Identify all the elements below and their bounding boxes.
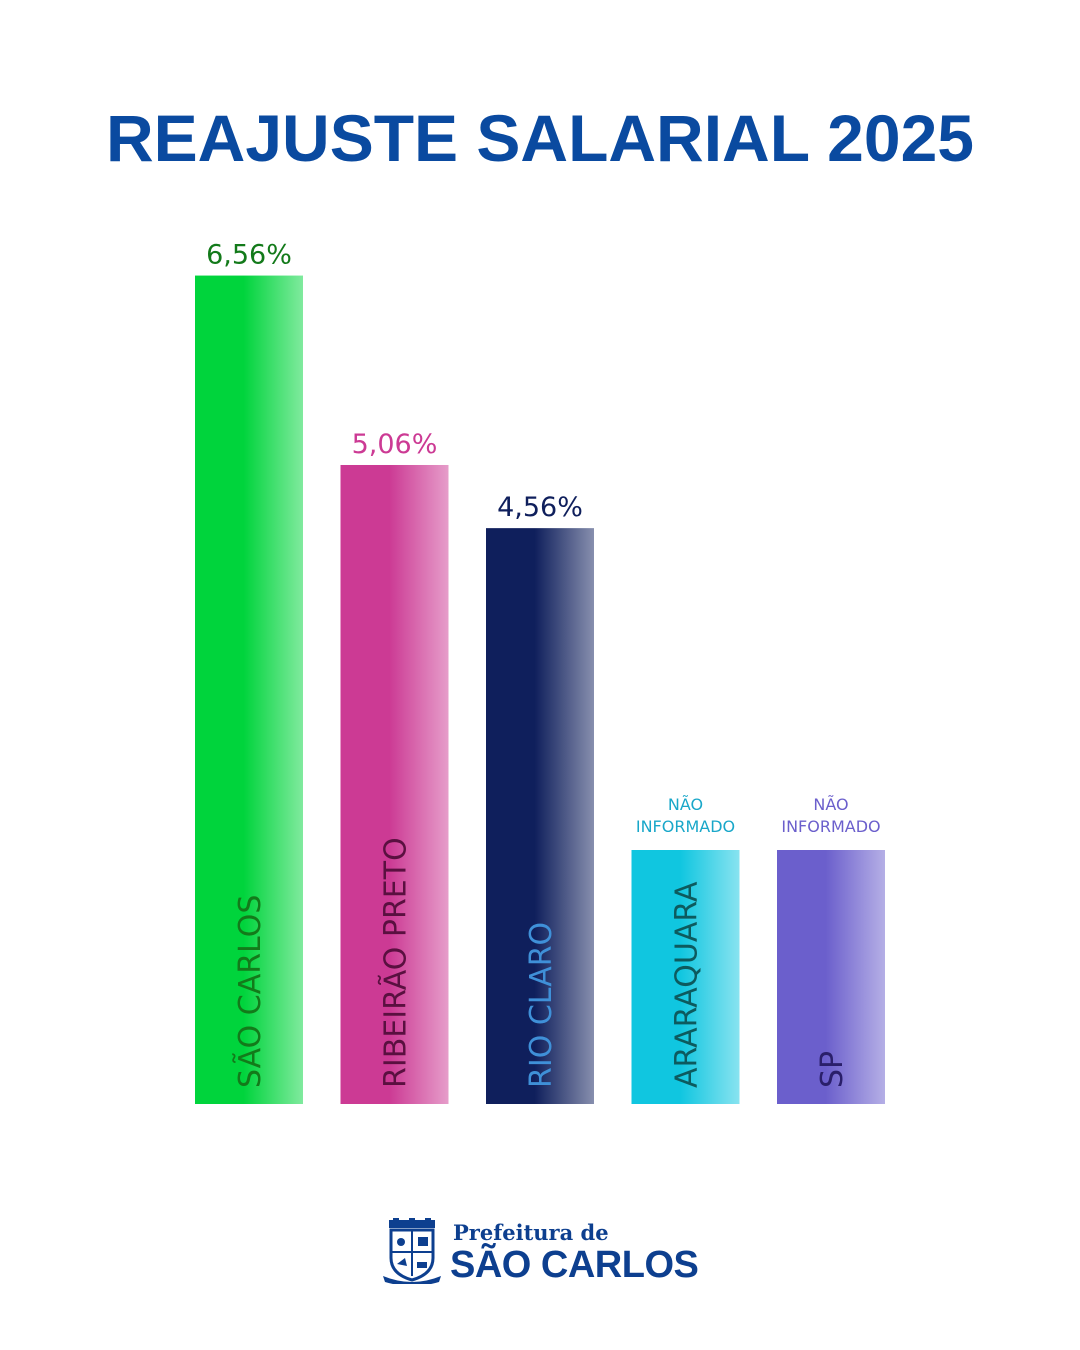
category-label-4: SP — [815, 1051, 850, 1088]
bar-2 — [486, 528, 594, 1104]
data-label-4: NÃO INFORMADO — [781, 795, 880, 836]
bar-chart: 6,56% SÃO CARLOS 5,06% RIBEIRÃO PRETO 4,56% R… — [195, 240, 885, 1105]
category-label-0: SÃO CARLOS — [232, 895, 268, 1088]
category-label-1: RIBEIRÃO PRETO — [378, 837, 414, 1088]
bar-1 — [340, 464, 449, 1105]
footer-logo: Prefeitura de SÃO CARLOS — [383, 1218, 703, 1286]
bar-4 — [777, 850, 885, 1104]
data-label-1: 5,06% — [352, 429, 438, 460]
city-crest-icon — [383, 1218, 441, 1284]
data-label-0: 6,56% — [206, 240, 292, 271]
footer-city-name: SÃO CARLOS — [450, 1244, 699, 1286]
data-label-2: 4,56% — [497, 492, 583, 523]
bar-3 — [631, 850, 740, 1104]
category-label-2: RIO CLARO — [524, 922, 559, 1088]
footer-prefix: Prefeitura de — [453, 1220, 609, 1245]
bar-0 — [195, 275, 303, 1105]
page-title: REAJUSTE SALARIAL 2025 — [105, 101, 975, 175]
data-label-3: NÃO INFORMADO — [636, 795, 735, 836]
category-label-3: ARARAQUARA — [670, 881, 705, 1088]
